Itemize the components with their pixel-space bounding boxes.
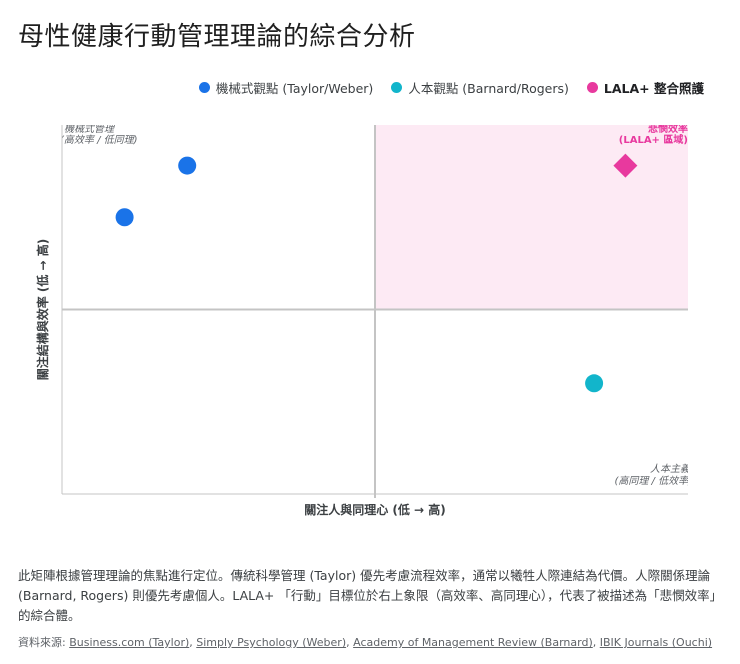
highlight-region <box>375 125 688 310</box>
chart-legend: 機械式觀點 (Taylor/Weber) 人本觀點 (Barnard/Roger… <box>198 78 704 97</box>
legend-item-lala[interactable]: LALA+ 整合照護 <box>586 78 704 97</box>
page-title: 母性健康行動管理理論的綜合分析 <box>18 22 416 52</box>
legend-marker-lala <box>586 82 598 93</box>
quadrant-label-bottom-right-title: 人本主義 <box>650 463 691 475</box>
source-separator: , <box>189 636 197 649</box>
x-axis-label: 關注人與同理心 (低 → 高) <box>304 502 446 517</box>
y-axis-label: 關注結構與效率 (低 → 高) <box>35 239 50 381</box>
data-point-series2-0[interactable] <box>613 153 638 178</box>
legend-item-mechanistic[interactable]: 機械式觀點 (Taylor/Weber) <box>198 78 374 97</box>
source-link-weber[interactable]: Simply Psychology (Weber) <box>196 636 347 649</box>
legend-marker-humanistic <box>391 82 403 93</box>
source-link-taylor[interactable]: Business.com (Taylor) <box>69 636 190 649</box>
source-link-ouchi[interactable]: IBIK Journals (Ouchi) <box>599 636 713 649</box>
sources-prefix: 資料來源: <box>18 636 66 649</box>
legend-marker-mechanistic <box>198 82 210 93</box>
source-separator: , <box>346 636 354 649</box>
quadrant-label-bottom-right-subtitle: (高同理 / 低效率) <box>614 475 692 487</box>
data-point-series0-0[interactable] <box>178 156 197 175</box>
legend-label-humanistic: 人本觀點 (Barnard/Rogers) <box>408 81 569 96</box>
source-link-barnard[interactable]: Academy of Management Review (Barnard) <box>353 636 593 649</box>
highlight-label-subtitle: (LALA+ 區域) <box>619 133 688 146</box>
quadrant-label-top-left-subtitle: (高效率 / 低同理) <box>60 134 138 146</box>
chart-description: 此矩陣根據管理理論的焦點進行定位。傳統科學管理 (Taylor) 優先考慮流程效… <box>18 568 716 623</box>
legend-label-mechanistic: 機械式觀點 (Taylor/Weber) <box>215 81 374 96</box>
quadrant-label-top-left-title: 機械式管理 <box>64 123 116 135</box>
legend-label-lala: LALA+ 整合照護 <box>603 81 704 96</box>
sources-line: 資料來源: Business.com (Taylor), Simply Psyc… <box>18 634 712 650</box>
scatter-chart: 機械式管理 (高效率 / 低同理) 悲憫效率 (LALA+ 區域) 人本主義 (… <box>35 122 692 517</box>
data-point-series0-1[interactable] <box>115 208 134 227</box>
source-separator: , <box>592 636 600 649</box>
highlight-label-title: 悲憫效率 <box>648 122 688 135</box>
data-point-series1-0[interactable] <box>585 374 604 393</box>
legend-item-humanistic[interactable]: 人本觀點 (Barnard/Rogers) <box>391 78 569 97</box>
